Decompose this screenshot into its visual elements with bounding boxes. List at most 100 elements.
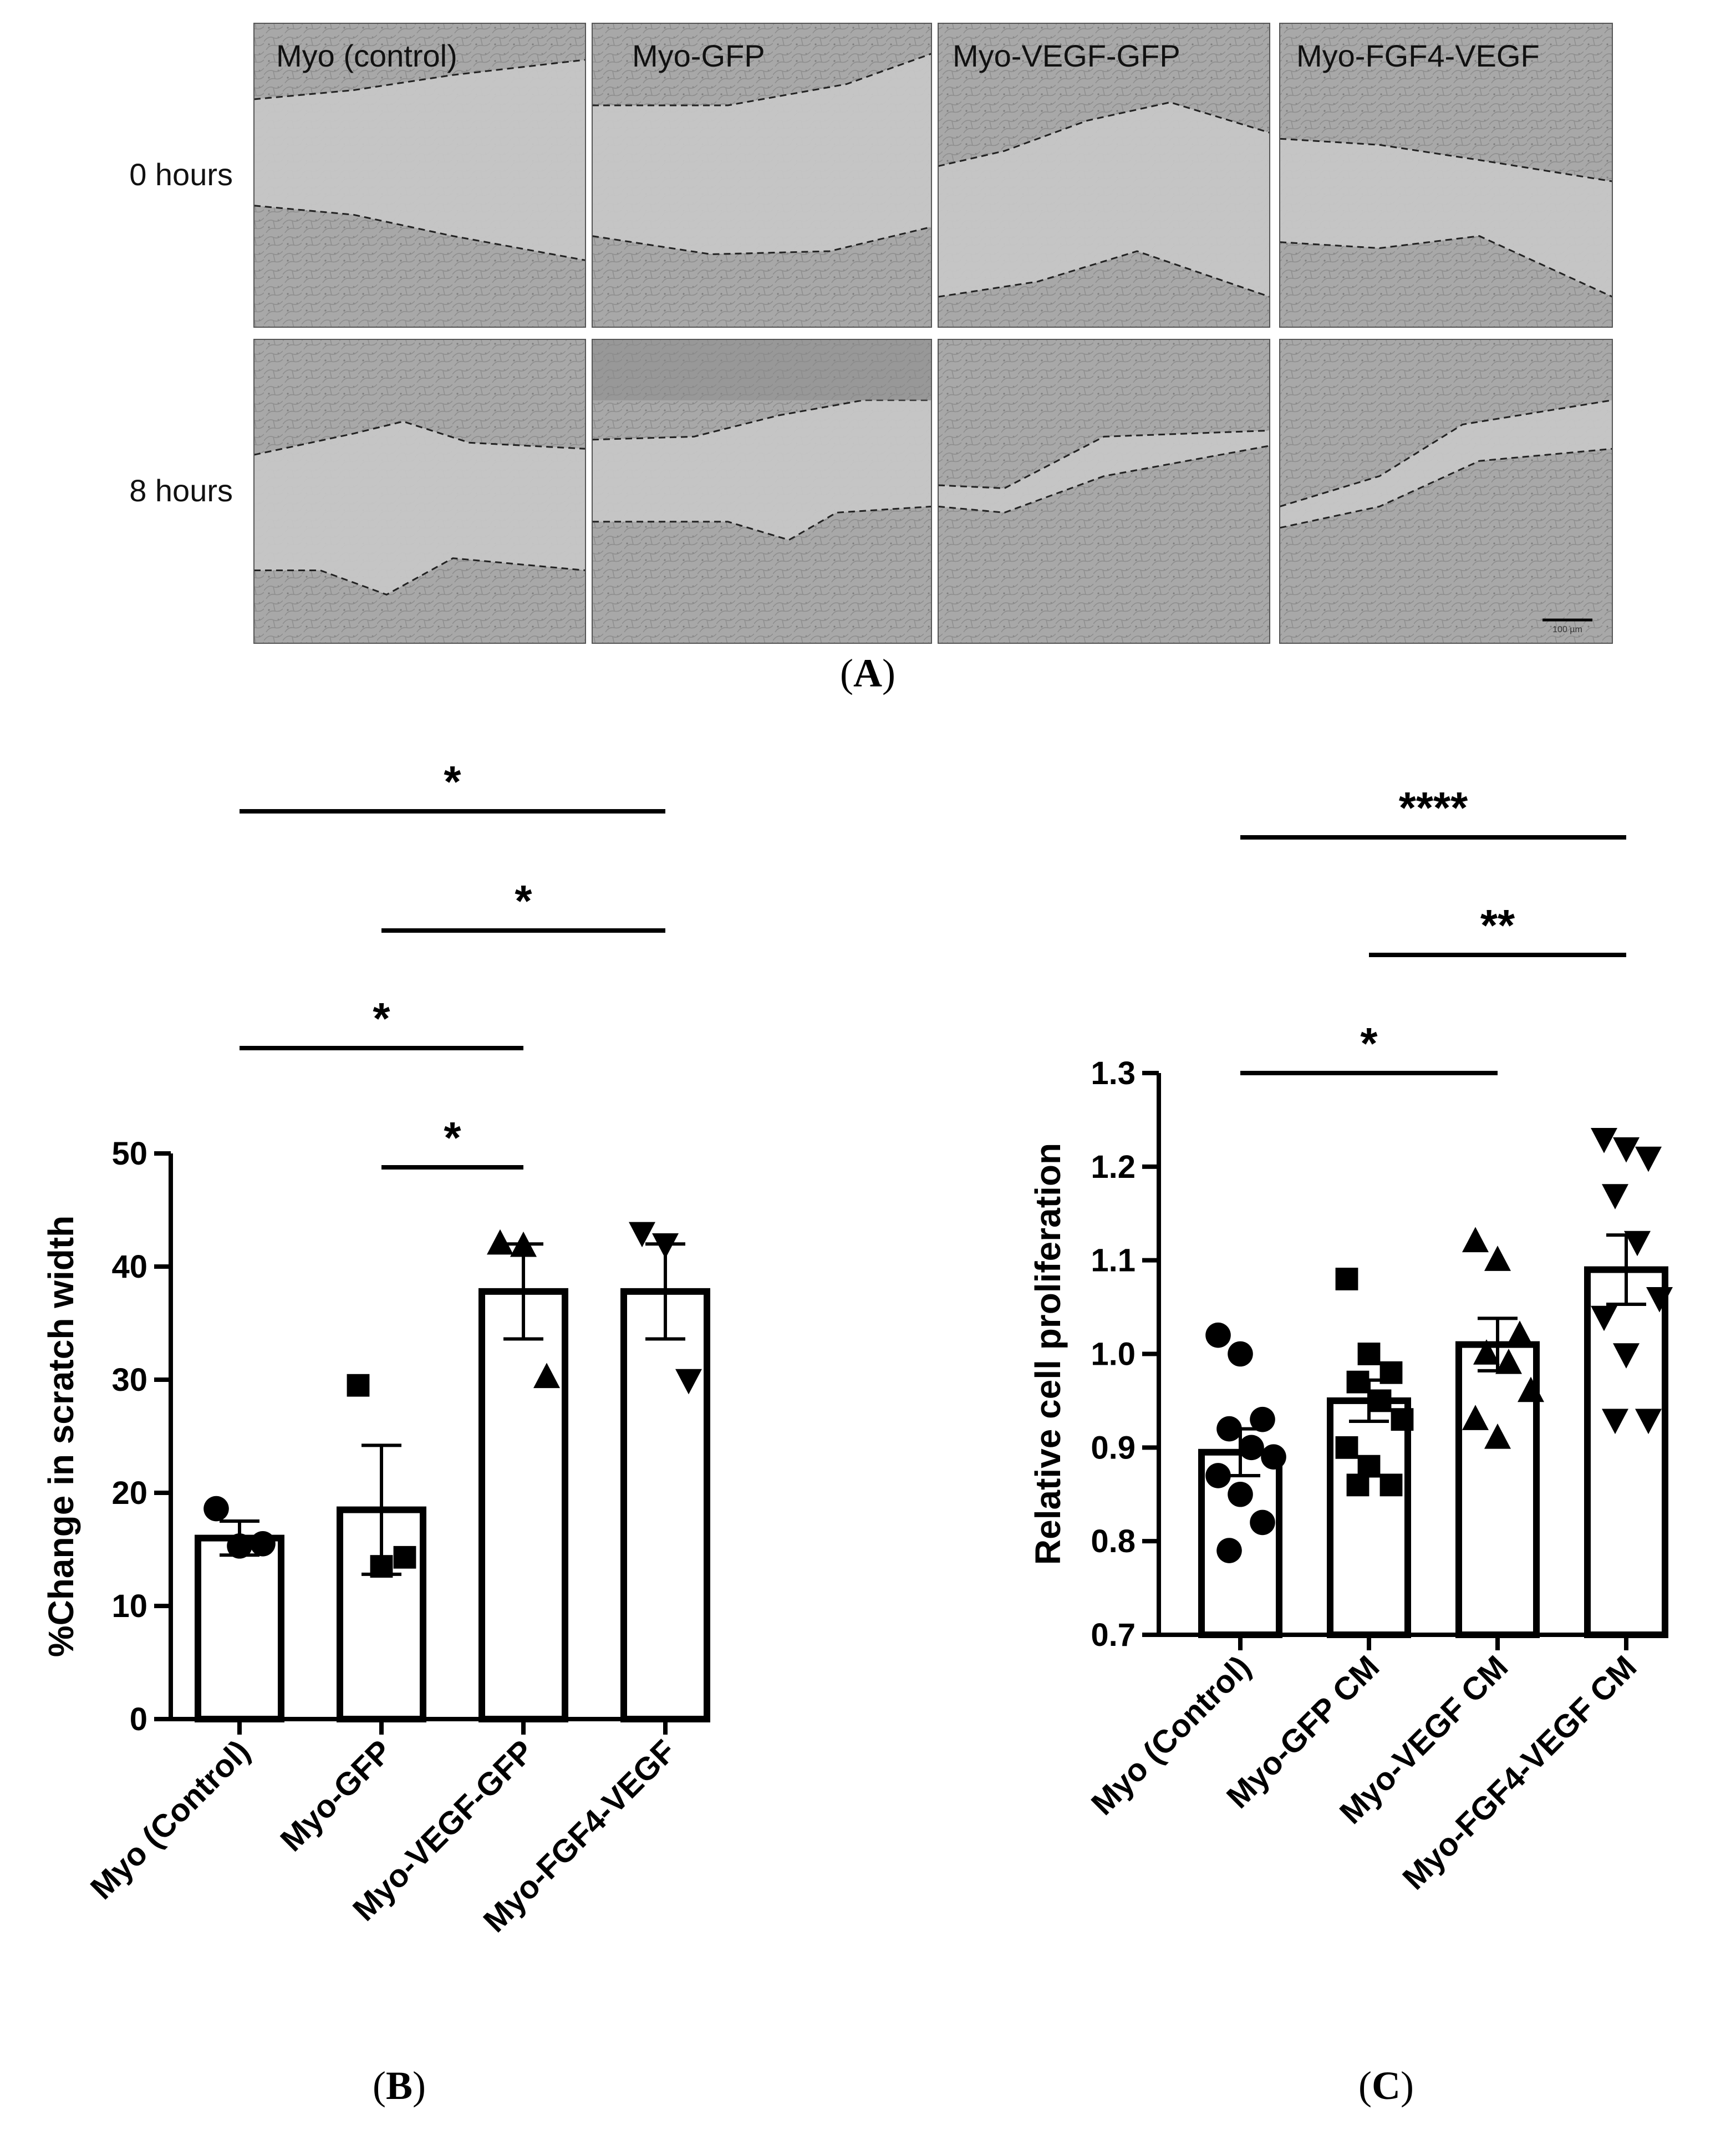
scale-bar-label: 100 µm [1552,625,1582,634]
data-point [1646,1287,1673,1313]
y-tick-label: 1.1 [1091,1243,1136,1279]
scratch-edge-bottom [938,250,1270,298]
x-tick-label: Myo (Control) [84,1733,257,1906]
scratch-gap [592,53,931,255]
scratch-edge-top [592,53,932,106]
data-point [1495,1348,1522,1374]
bar [1584,1266,1668,1639]
bar [1327,1397,1411,1639]
data-point [1205,1463,1231,1488]
tile-border [938,339,1270,644]
data-point [1346,1473,1370,1497]
bar [1455,1341,1540,1639]
scratch-edge-bottom [1279,448,1613,529]
y-axis-title: %Change in scratch width [41,1216,81,1658]
micrograph-tile [1279,23,1613,328]
data-point [510,1231,537,1257]
significance-label: * [373,994,390,1043]
y-tick-label: 0 [130,1701,147,1737]
panel-c-label: (C) [1358,2063,1414,2108]
bar [620,1288,710,1722]
data-point [1484,1424,1511,1449]
data-point [1250,1406,1275,1432]
y-tick-label: 20 [111,1475,147,1511]
data-point [1518,1376,1544,1402]
micrograph-tile [938,339,1270,644]
data-point [227,1533,252,1559]
data-point [203,1496,229,1522]
tile-border [253,339,586,644]
scratch-edge-top [1279,138,1613,182]
scratch-edge-top [1279,399,1613,507]
significance-label: **** [1399,783,1468,832]
column-title: Myo-VEGF-GFP [953,38,1180,73]
chart-c: 0.7 0.8 0.9 1.0 1.1 1.2 1.3 Relative cell proli… [1028,783,1673,1897]
y-tick-label: 40 [111,1249,147,1285]
data-point [629,1222,655,1248]
data-point [1368,1389,1392,1412]
bar [195,1534,284,1723]
y-tick-label: 10 [111,1588,147,1624]
data-point [1228,1481,1253,1507]
tile-border [592,339,932,644]
data-point [1205,1322,1231,1348]
scratch-edge-bottom [592,505,932,541]
scratch-gap [592,400,931,540]
scratch-edge-bottom [254,557,586,596]
scratch-gap [1280,400,1612,528]
data-point [1239,1435,1264,1461]
data-point [370,1555,393,1578]
data-point [1335,1268,1358,1290]
row-label: 0 hours [129,157,233,192]
tile-border [253,23,586,328]
image-shadow [592,339,931,400]
data-point [1506,1320,1533,1346]
scratch-edge-top [938,101,1270,167]
data-point [1613,1343,1640,1369]
micrograph-tile [938,23,1270,328]
tile-border [938,23,1270,328]
data-point [1346,1370,1370,1394]
data-point [487,1229,513,1255]
significance-label: * [444,757,461,806]
y-tick-label: 1.3 [1091,1055,1136,1091]
scratch-gap [938,102,1270,297]
y-tick-label: 0.7 [1091,1617,1136,1653]
data-point [652,1233,679,1259]
panel-b-label: (B) [373,2063,426,2108]
scratch-edge-bottom [1279,235,1613,298]
y-axis-title: Relative cell proliferation [1028,1143,1068,1565]
column-title: Myo-GFP [632,38,765,73]
data-point [1635,1146,1662,1172]
micrograph-tile [1279,339,1613,644]
scratch-edge-bottom [938,445,1270,514]
data-point [1216,1416,1242,1442]
row-label: 8 hours [129,473,233,508]
y-tick-label: 50 [111,1136,147,1172]
data-point [1591,1305,1617,1331]
y-tick-label: 0.8 [1091,1523,1136,1559]
data-point [1591,1127,1617,1153]
x-tick-label: Myo-GFP [273,1733,399,1858]
data-point [1261,1444,1286,1470]
scratch-edge-bottom [592,226,932,256]
scratch-gap [1280,139,1612,297]
micrograph-tile [253,339,586,644]
data-point [1357,1343,1381,1365]
data-point [1473,1339,1500,1365]
data-point [1635,1409,1662,1435]
significance-label: * [444,1113,461,1162]
y-tick-label: 0.9 [1091,1430,1136,1466]
panel-a-micrographs: Myo (control) Myo-GFP Myo-VEGF-GFP Myo-FGF4… [129,23,1613,644]
y-tick-label: 1.0 [1091,1336,1136,1372]
chart-b: 0 10 20 30 40 50 %Change in scratch width Myo (… [41,757,710,1939]
data-point [1228,1341,1253,1367]
data-point [533,1363,560,1389]
significance-label: * [515,876,532,926]
panel-a-label: (A) [840,651,895,695]
data-point [347,1374,370,1397]
data-point [1379,1361,1403,1384]
scratch-edge-top [253,420,586,456]
micrograph-tile [592,23,932,328]
data-point [1250,1509,1275,1536]
